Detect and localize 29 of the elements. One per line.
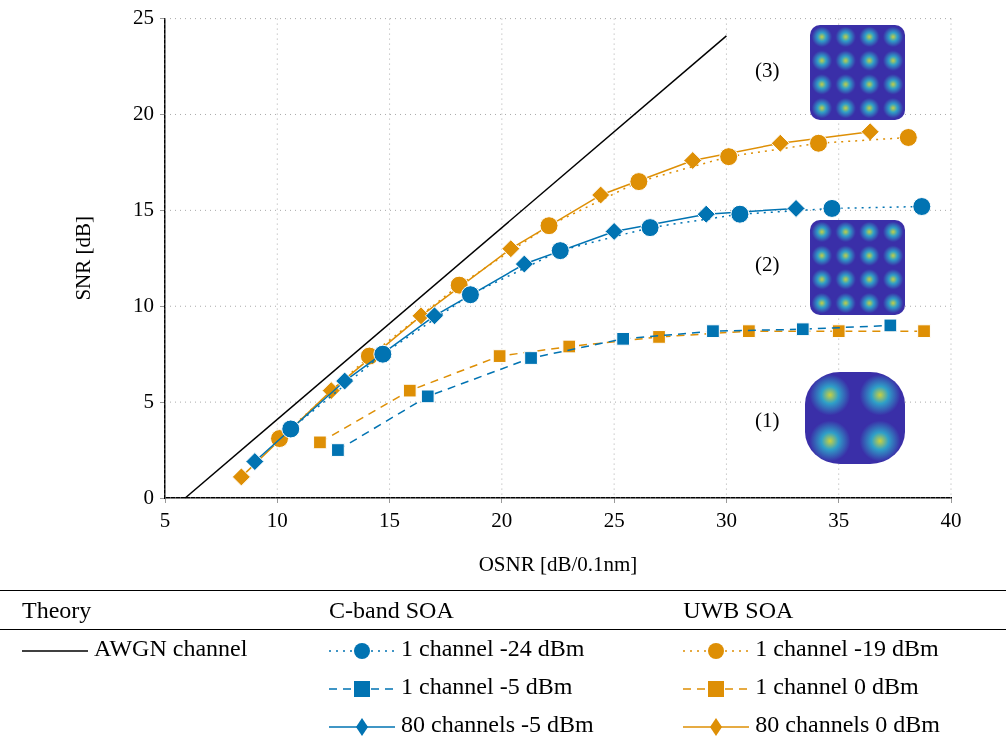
x-tick-label: 15	[379, 508, 401, 533]
text: C-band SOA	[307, 591, 662, 630]
x-tick-label: 20	[491, 508, 513, 533]
text: UWB SOA	[661, 591, 1006, 630]
legend-label: 1 channel -19 dBm	[755, 635, 939, 662]
y-tick-label: 15	[133, 196, 154, 221]
x-tick-label: 35	[828, 508, 850, 533]
annotation: (1)	[755, 408, 780, 433]
x-axis-title: OSNR [dB/0.1nm]	[478, 551, 638, 576]
text: Theory	[0, 591, 308, 630]
y-axis-title: SNR [dB]	[71, 216, 96, 301]
x-tick-label: 40	[940, 508, 962, 533]
legend-label: 80 channels 0 dBm	[755, 711, 940, 738]
y-tick-label: 5	[143, 388, 154, 413]
annotation: (3)	[755, 58, 780, 83]
y-tick-label: 10	[133, 292, 154, 317]
legend-label: 80 channels -5 dBm	[401, 711, 594, 738]
x-tick-label: 10	[266, 508, 288, 533]
x-tick-label: 30	[715, 508, 737, 533]
y-tick-label: 20	[133, 101, 154, 125]
legend-label: 1 channel -5 dBm	[401, 673, 573, 700]
x-tick-label: 25	[603, 508, 625, 533]
y-tick-label: 25	[133, 5, 154, 30]
x-tick-label: 5	[159, 508, 171, 533]
y-tick-label: 0	[143, 484, 154, 509]
legend-label: 1 channel 0 dBm	[755, 673, 919, 700]
annotation: (2)	[755, 252, 780, 277]
legend-label: AWGN channel	[94, 635, 248, 662]
legend-label: 1 channel -24 dBm	[401, 635, 585, 662]
